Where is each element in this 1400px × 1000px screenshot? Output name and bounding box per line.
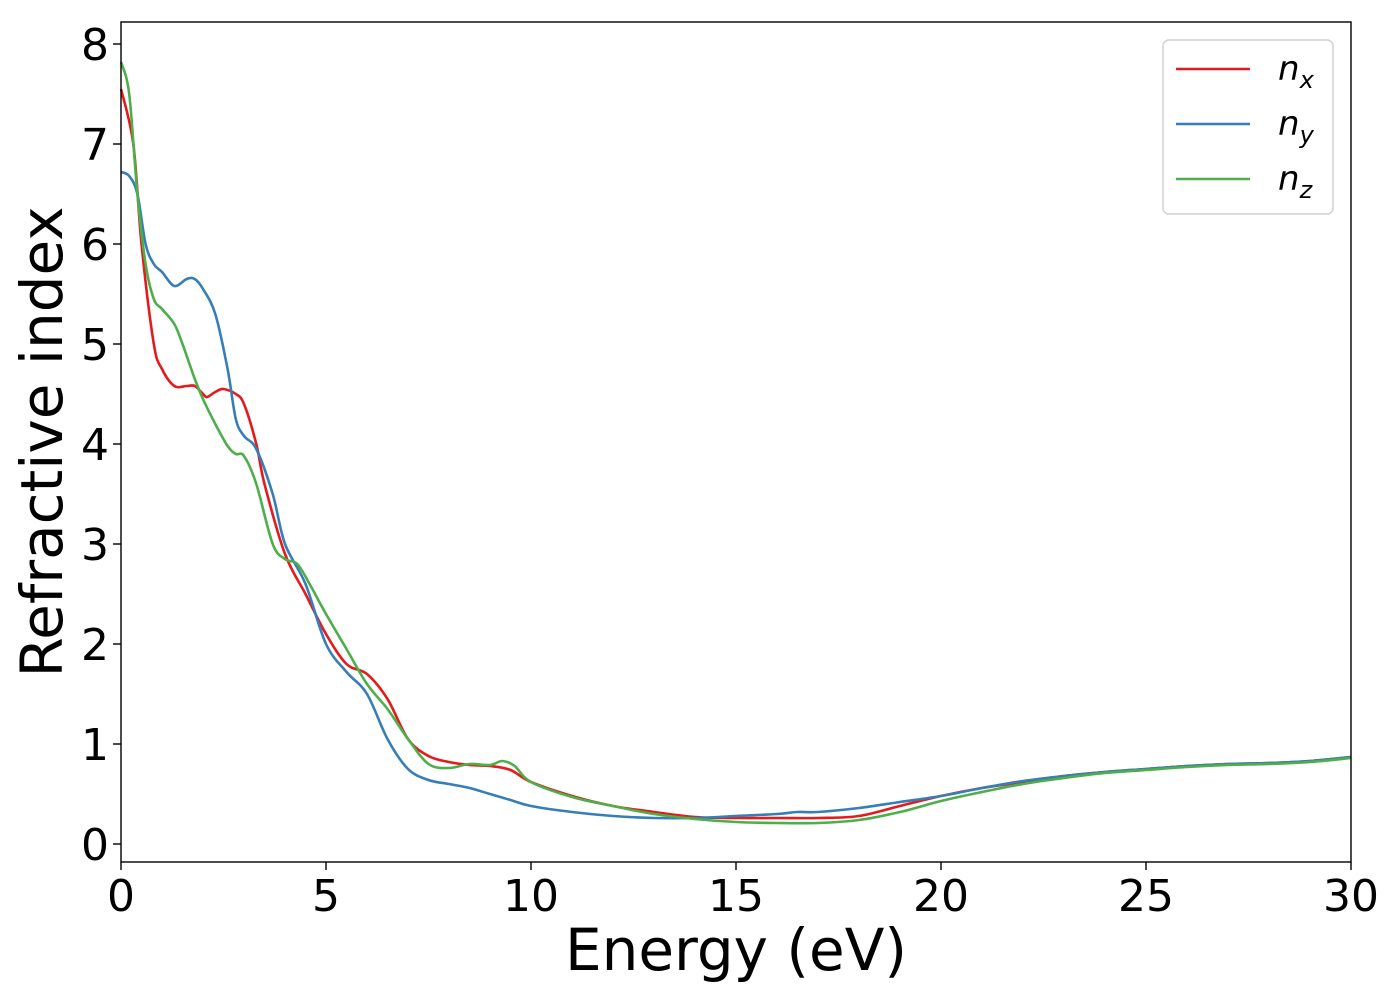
legend-label-subscript: x — [1299, 66, 1315, 94]
legend-label-main: n — [1278, 104, 1300, 144]
legend-label-subscript: z — [1299, 176, 1314, 204]
y-axis-ticks: 0 1 2 3 4 5 6 7 8 — [81, 20, 121, 871]
y-tick-label: 2 — [81, 620, 109, 671]
legend-label-main: n — [1278, 49, 1300, 89]
y-tick-label: 8 — [81, 20, 109, 71]
x-tick-label: 10 — [503, 871, 559, 922]
y-tick-label: 0 — [81, 820, 109, 871]
x-tick-label: 15 — [708, 871, 764, 922]
x-axis-title: Energy (eV) — [565, 916, 907, 984]
x-tick-label: 5 — [312, 871, 340, 922]
legend-label-n-z: nz — [1278, 159, 1314, 204]
y-tick-label: 4 — [81, 420, 109, 471]
x-tick-label: 20 — [913, 871, 969, 922]
y-axis-title: Refractive index — [8, 206, 76, 677]
legend-label-n-x: nx — [1278, 49, 1315, 94]
legend-label-n-y: ny — [1278, 104, 1315, 149]
y-tick-label: 6 — [81, 220, 109, 271]
x-tick-label: 0 — [107, 871, 135, 922]
plot-lines — [119, 61, 1352, 825]
legend-frame — [1162, 39, 1334, 215]
series-line-n-z — [119, 61, 1352, 825]
x-tick-label: 30 — [1323, 871, 1379, 922]
legend-label-subscript: y — [1299, 121, 1315, 149]
y-tick-label: 1 — [81, 720, 109, 771]
x-axis-ticks: 0 5 10 15 20 25 30 — [107, 862, 1379, 922]
y-tick-label: 5 — [81, 320, 109, 371]
x-tick-label: 25 — [1118, 871, 1174, 922]
series-line-n-y — [120, 170, 1352, 820]
y-tick-label: 3 — [81, 520, 109, 571]
y-tick-label: 7 — [81, 120, 109, 171]
legend-label-main: n — [1278, 159, 1300, 199]
